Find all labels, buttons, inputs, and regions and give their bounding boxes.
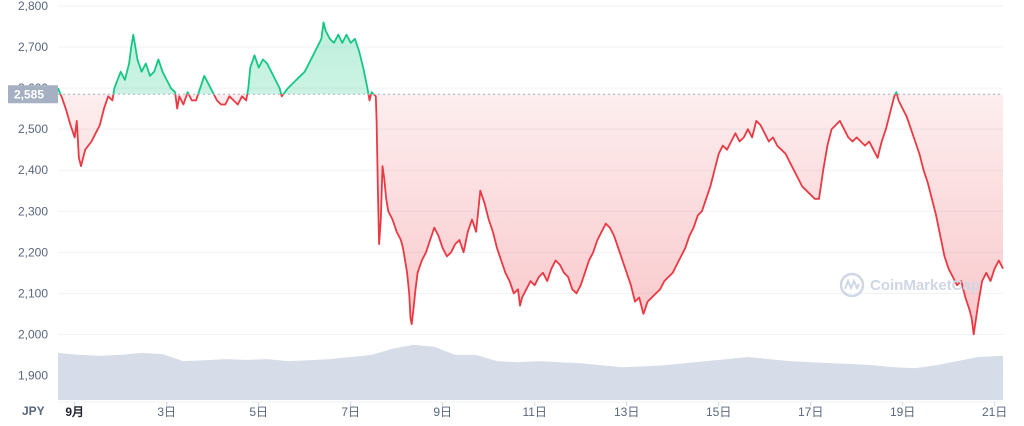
volume-layer bbox=[58, 344, 1003, 400]
price-area-layer bbox=[58, 22, 1003, 335]
price-area-up bbox=[58, 22, 897, 95]
coinmarketcap-logo-mark-icon bbox=[844, 278, 860, 291]
x-tick-label: 9日 bbox=[433, 405, 452, 419]
watermark-logo: CoinMarketCap bbox=[839, 272, 980, 298]
y-tick-label: 2,300 bbox=[18, 204, 48, 218]
y-tick-label: 2,700 bbox=[18, 40, 48, 54]
y-tick-label: 2,500 bbox=[18, 122, 48, 136]
x-tick-label: 7日 bbox=[341, 405, 360, 419]
price-line-layer bbox=[57, 21, 1004, 336]
x-tick-label: 3日 bbox=[157, 405, 176, 419]
x-tick-label: 13日 bbox=[614, 405, 639, 419]
current-value-label: 2,585 bbox=[8, 85, 58, 104]
x-tick-label: 17日 bbox=[798, 405, 823, 419]
currency-unit-label: JPY bbox=[22, 404, 45, 418]
y-tick-label: 2,800 bbox=[18, 0, 48, 13]
price-line-down bbox=[59, 94, 1004, 336]
y-tick-label: 2,400 bbox=[18, 163, 48, 177]
x-tick-label: 15日 bbox=[706, 405, 731, 419]
y-tick-label: 1,900 bbox=[18, 368, 48, 382]
y-axis: 2,8002,7002,6002,5002,4002,3002,2002,100… bbox=[18, 0, 48, 382]
x-tick-label: 21日 bbox=[982, 405, 1007, 419]
y-tick-label: 2,200 bbox=[18, 245, 48, 259]
current-value-badge bbox=[8, 85, 58, 104]
current-value-text: 2,585 bbox=[14, 87, 44, 101]
watermark-text: CoinMarketCap bbox=[870, 277, 980, 294]
price-area-down bbox=[58, 94, 1003, 335]
x-tick-label: 11日 bbox=[522, 405, 546, 419]
volume-area bbox=[58, 344, 1003, 400]
coinmarketcap-logo-icon bbox=[839, 272, 865, 298]
y-tick-label: 2,100 bbox=[18, 286, 48, 300]
x-tick-label: 19日 bbox=[890, 405, 915, 419]
x-tick-label: 5日 bbox=[249, 405, 268, 419]
x-tick-label: 9月 bbox=[65, 405, 84, 419]
y-tick-label: 2,000 bbox=[18, 327, 48, 341]
x-axis: 9月 3日 5日 7日 9日 11日 13日 15日 17日 19日 21日 bbox=[65, 402, 1007, 419]
